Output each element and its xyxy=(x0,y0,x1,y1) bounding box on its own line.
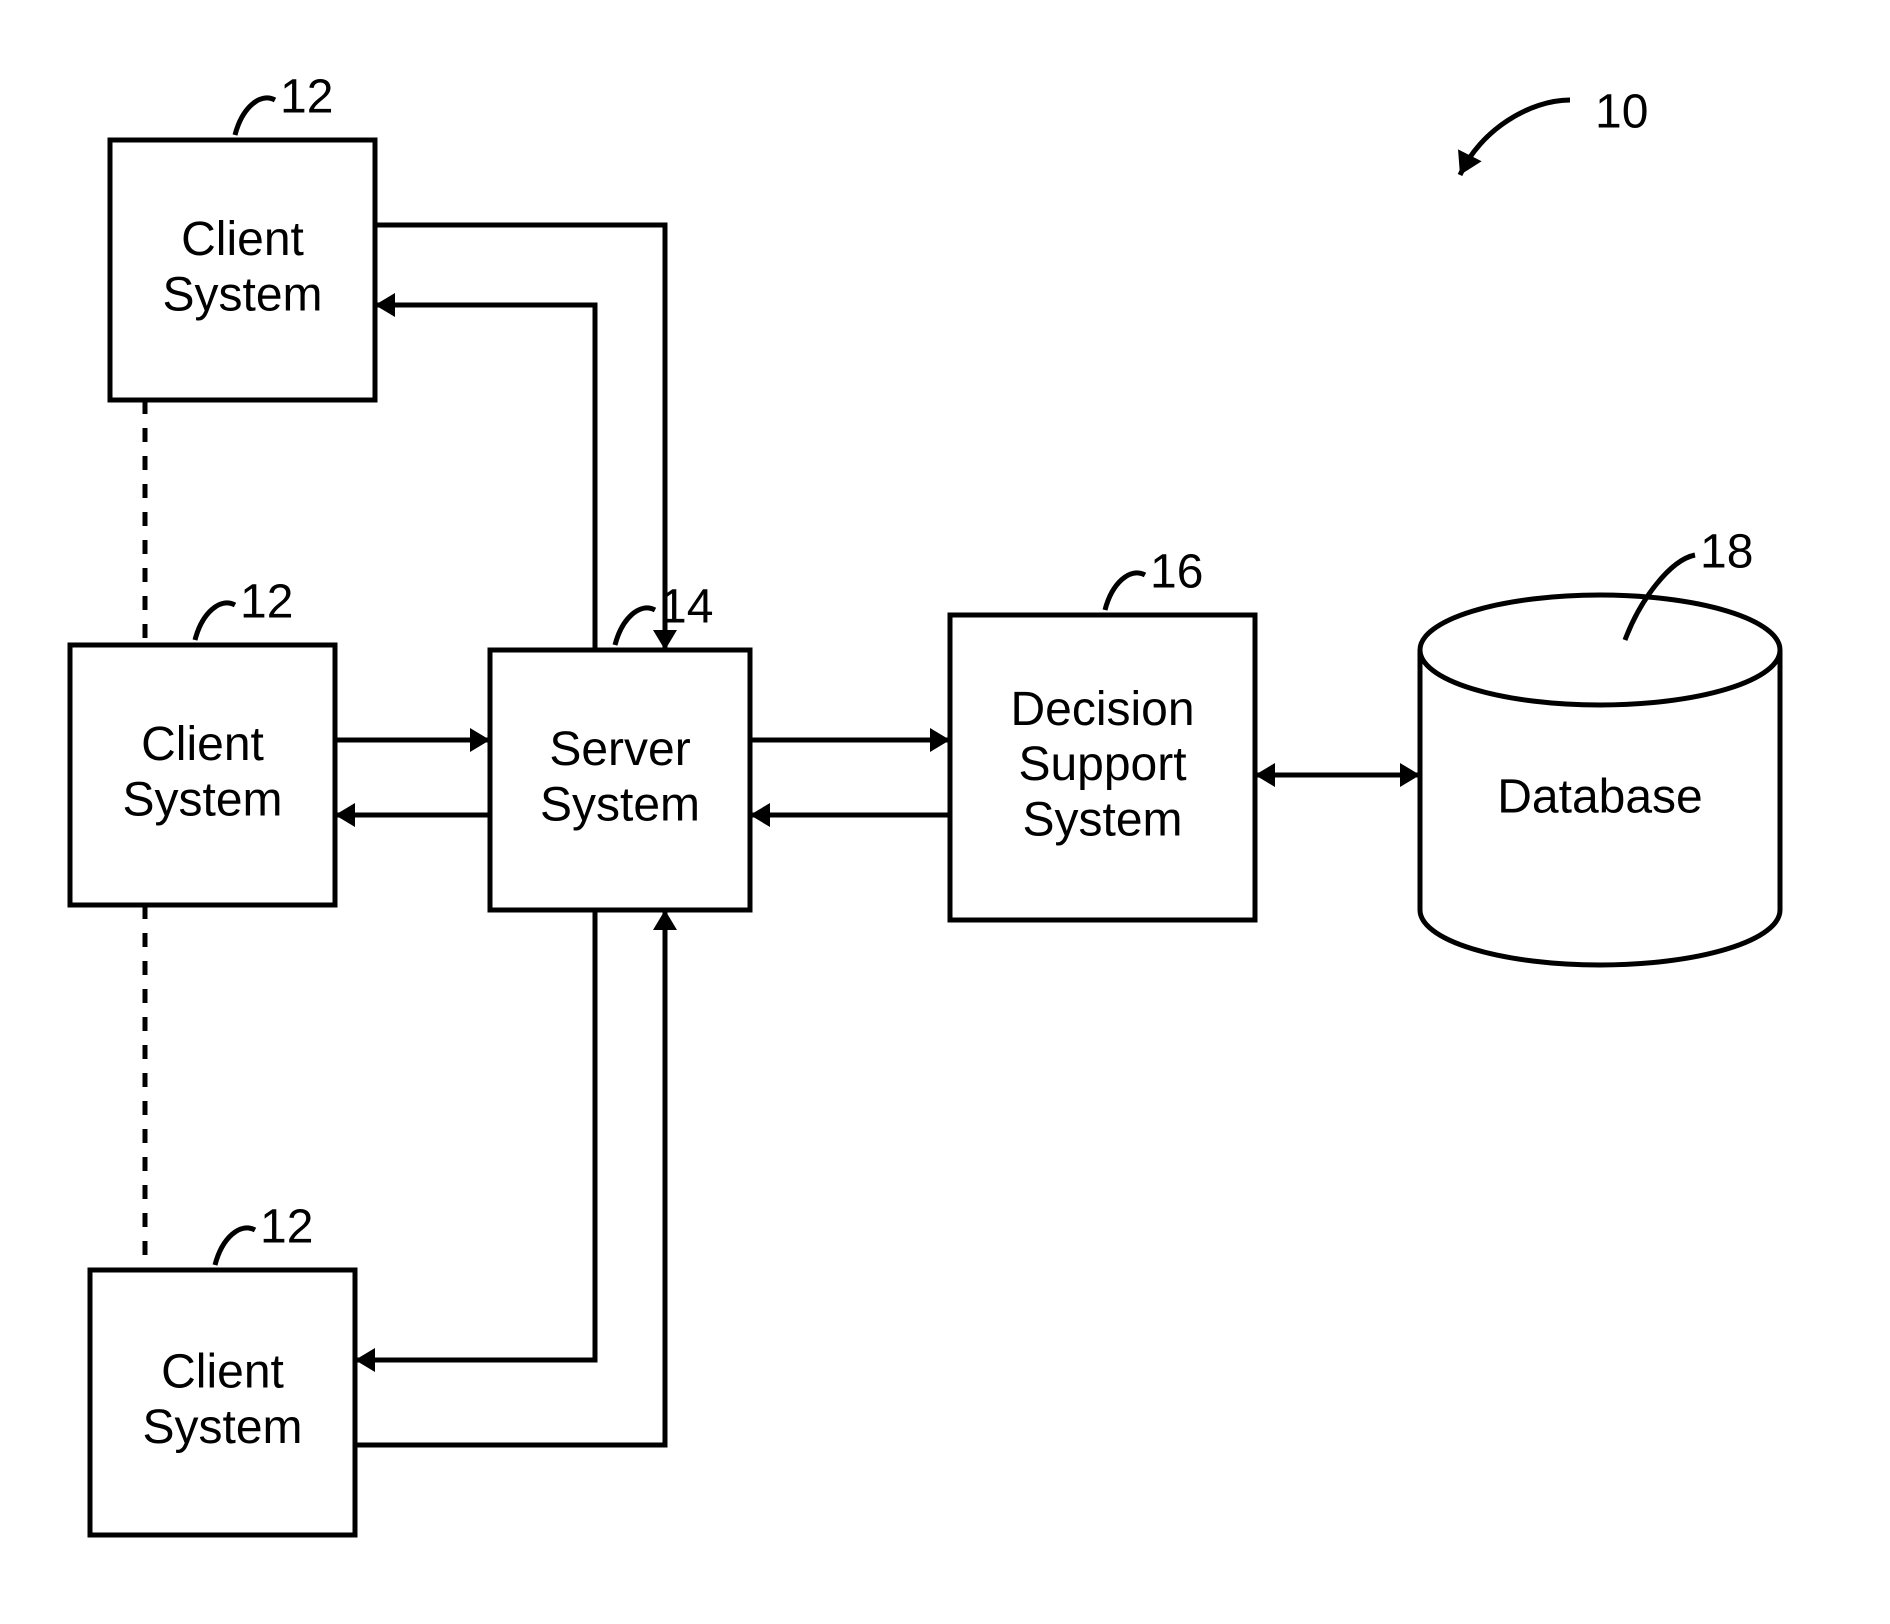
ref-leader-client3 xyxy=(215,1228,255,1265)
ref-number-client1: 12 xyxy=(280,71,333,124)
ref-leader-client1 xyxy=(235,98,275,135)
c1-to-srv xyxy=(375,225,665,650)
node-client2-label-0: Client xyxy=(141,718,264,771)
node-dss-label-2: System xyxy=(1022,793,1182,846)
node-db-label-0: Database xyxy=(1497,771,1702,824)
ref-number-dss: 16 xyxy=(1150,546,1203,599)
node-client2: ClientSystem 12 xyxy=(70,576,335,905)
ref-number-db: 18 xyxy=(1700,526,1753,579)
ref-number-client2: 12 xyxy=(240,576,293,629)
node-client3-label-0: Client xyxy=(161,1346,284,1399)
srv-to-c3 xyxy=(355,910,595,1360)
ref-leader-client2 xyxy=(195,603,235,640)
c3-to-srv xyxy=(355,910,665,1445)
node-db: Database 18 xyxy=(1420,526,1780,965)
ref-leader-dss xyxy=(1105,573,1145,610)
system-architecture-diagram: ClientSystem12ClientSystem12ClientSystem… xyxy=(0,0,1890,1624)
node-client3-label-1: System xyxy=(142,1401,302,1454)
ref-leader-server xyxy=(615,608,655,645)
node-client2-label-1: System xyxy=(122,773,282,826)
node-dss-label-1: Support xyxy=(1018,738,1186,791)
ref-number-client3: 12 xyxy=(260,1201,313,1254)
ref-number-server: 14 xyxy=(660,581,713,634)
srv-to-c1 xyxy=(375,305,595,650)
node-dss: DecisionSupportSystem 16 xyxy=(950,546,1255,920)
node-server-label-0: Server xyxy=(549,723,690,776)
node-server-label-1: System xyxy=(540,778,700,831)
node-client1: ClientSystem 12 xyxy=(110,71,375,400)
figure-ref-number: 10 xyxy=(1595,86,1648,139)
node-client1-label-0: Client xyxy=(181,213,304,266)
node-client3: ClientSystem 12 xyxy=(90,1201,355,1535)
node-dss-label-0: Decision xyxy=(1010,683,1194,736)
node-server: ServerSystem 14 xyxy=(490,581,750,910)
node-client1-label-1: System xyxy=(162,268,322,321)
